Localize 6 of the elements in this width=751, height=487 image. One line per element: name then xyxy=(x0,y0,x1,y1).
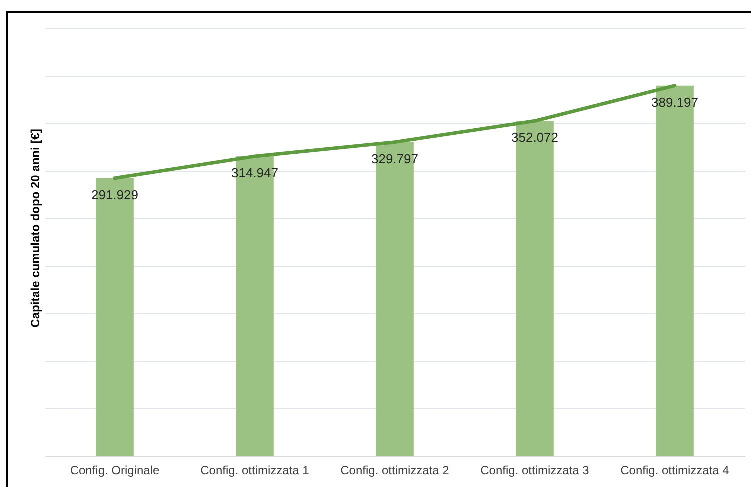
y-axis-title: Capitale cumulato dopo 20 anni [€] xyxy=(28,129,42,328)
x-tick-label: Config. ottimizzata 3 xyxy=(480,464,590,478)
x-tick-label: Config. ottimizzata 4 xyxy=(620,464,730,478)
x-tick-label: Config. ottimizzata 1 xyxy=(200,464,310,478)
x-tick-label: Config. ottimizzata 2 xyxy=(340,464,450,478)
x-tick-label: Config. Originale xyxy=(70,464,160,478)
